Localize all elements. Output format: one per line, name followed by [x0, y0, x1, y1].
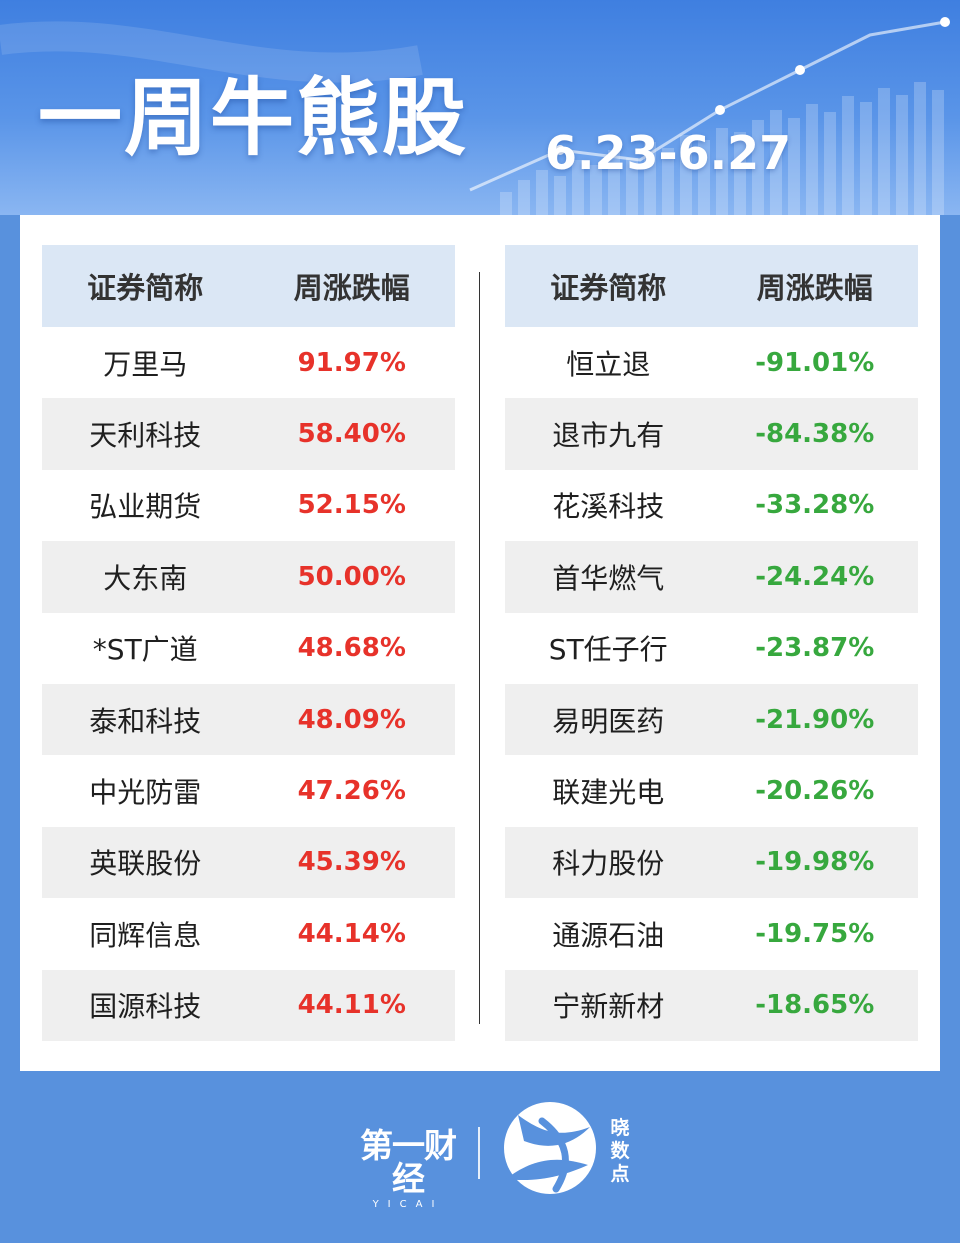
gainers-table: 证券简称 周涨跌幅 万里马 91.97% 天利科技 58.40% 弘业期货 52… — [42, 245, 455, 1041]
column-divider — [479, 272, 480, 1024]
table-row: 花溪科技 -33.28% — [505, 470, 918, 541]
stock-name: 同辉信息 — [89, 918, 202, 952]
stock-name: ST任子行 — [548, 633, 668, 667]
header-banner: 一周牛熊股 6.23-6.27 — [0, 0, 960, 215]
xiaoshudian-char: 数 — [610, 1140, 630, 1162]
table-row: 天利科技 58.40% — [42, 398, 455, 470]
stock-name: 泰和科技 — [89, 704, 202, 738]
weekly-change: 58.40% — [297, 419, 406, 450]
stock-name: 科力股份 — [552, 847, 665, 881]
table-row: *ST广道 48.68% — [42, 613, 455, 684]
table-row: 通源石油 -19.75% — [505, 898, 918, 969]
table-row: 联建光电 -20.26% — [505, 755, 918, 826]
table-row: ST任子行 -23.87% — [505, 613, 918, 684]
weekly-change: 45.39% — [297, 847, 406, 878]
column-header-name: 证券简称 — [87, 271, 204, 305]
weekly-change: 91.97% — [297, 347, 406, 378]
weekly-change: -91.01% — [755, 347, 875, 378]
table-row: 宁新新材 -18.65% — [505, 969, 918, 1041]
table-row: 泰和科技 48.09% — [42, 683, 455, 756]
weekly-change: 47.26% — [297, 776, 406, 807]
weekly-change: -33.28% — [755, 490, 875, 521]
weekly-change: -19.98% — [755, 847, 875, 878]
column-header-change: 周涨跌幅 — [756, 271, 873, 305]
table-row: 万里马 91.97% — [42, 327, 455, 398]
weekly-change: -84.38% — [755, 419, 875, 450]
weekly-change: -19.75% — [755, 918, 875, 949]
yicai-logo-subtext: YICAI — [372, 1199, 444, 1210]
weekly-change: 52.15% — [297, 490, 406, 521]
gainers-table-header: 证券简称 周涨跌幅 — [42, 245, 455, 327]
table-row: 恒立退 -91.01% — [505, 327, 918, 398]
page-title: 一周牛熊股 — [38, 69, 469, 167]
stock-name: 联建光电 — [552, 776, 665, 810]
yicai-logo-text: 第一财经 — [360, 1126, 457, 1198]
stock-name: 通源石油 — [552, 918, 665, 952]
table-row: 弘业期货 52.15% — [42, 470, 455, 541]
table-row: 首华燃气 -24.24% — [505, 541, 918, 613]
stock-name: 宁新新材 — [552, 990, 665, 1024]
stock-name: 花溪科技 — [552, 490, 665, 524]
stock-name: 弘业期货 — [89, 490, 202, 524]
table-row: 退市九有 -84.38% — [505, 398, 918, 470]
stock-name: 英联股份 — [89, 847, 202, 881]
stock-name: 易明医药 — [552, 704, 665, 738]
xiaoshudian-logo-icon — [504, 1102, 596, 1194]
stock-name: 首华燃气 — [552, 561, 665, 595]
table-row: 中光防雷 47.26% — [42, 755, 455, 826]
weekly-change: -24.24% — [755, 561, 875, 592]
weekly-change: 44.11% — [297, 990, 406, 1021]
weekly-change: 48.68% — [297, 633, 406, 664]
table-row: 易明医药 -21.90% — [505, 683, 918, 756]
stock-name: 恒立退 — [566, 347, 651, 381]
weekly-change: 50.00% — [297, 561, 406, 592]
table-row: 科力股份 -19.98% — [505, 826, 918, 899]
stock-name: 万里马 — [103, 347, 188, 381]
weekly-change: -20.26% — [755, 776, 875, 807]
column-header-name: 证券简称 — [550, 271, 667, 305]
stock-name: 大东南 — [103, 561, 188, 595]
xiaoshudian-char: 点 — [610, 1163, 630, 1185]
brand-separator — [478, 1127, 480, 1179]
weekly-change: 44.14% — [297, 918, 406, 949]
xiaoshudian-char: 晓 — [610, 1117, 630, 1139]
weekly-change: -23.87% — [755, 633, 875, 664]
weekly-change: -21.90% — [755, 704, 875, 735]
stock-name: 中光防雷 — [89, 776, 202, 810]
weekly-change: 48.09% — [297, 704, 406, 735]
ranking-card: 证券简称 周涨跌幅 万里马 91.97% 天利科技 58.40% 弘业期货 52… — [20, 215, 940, 1071]
table-row: 英联股份 45.39% — [42, 826, 455, 899]
table-row: 同辉信息 44.14% — [42, 898, 455, 969]
date-range: 6.23-6.27 — [545, 126, 792, 180]
chart-decoration-graphic — [0, 17, 950, 215]
stock-name: 国源科技 — [89, 990, 202, 1024]
stock-name: 天利科技 — [89, 419, 202, 453]
footer-branding: 第一财经 YICAI 晓 数 点 — [0, 1071, 960, 1243]
yicai-logo: 第一财经 YICAI — [346, 1129, 470, 1210]
table-row: 国源科技 44.11% — [42, 969, 455, 1041]
stock-name: 退市九有 — [552, 419, 665, 453]
losers-table: 证券简称 周涨跌幅 恒立退 -91.01% 退市九有 -84.38% 花溪科技 … — [505, 245, 918, 1041]
column-header-change: 周涨跌幅 — [293, 271, 410, 305]
weekly-change: -18.65% — [755, 990, 875, 1021]
stock-name: *ST广道 — [92, 633, 198, 667]
table-row: 大东南 50.00% — [42, 541, 455, 613]
xiaoshudian-label: 晓 数 点 — [605, 1117, 635, 1186]
losers-table-header: 证券简称 周涨跌幅 — [505, 245, 918, 327]
